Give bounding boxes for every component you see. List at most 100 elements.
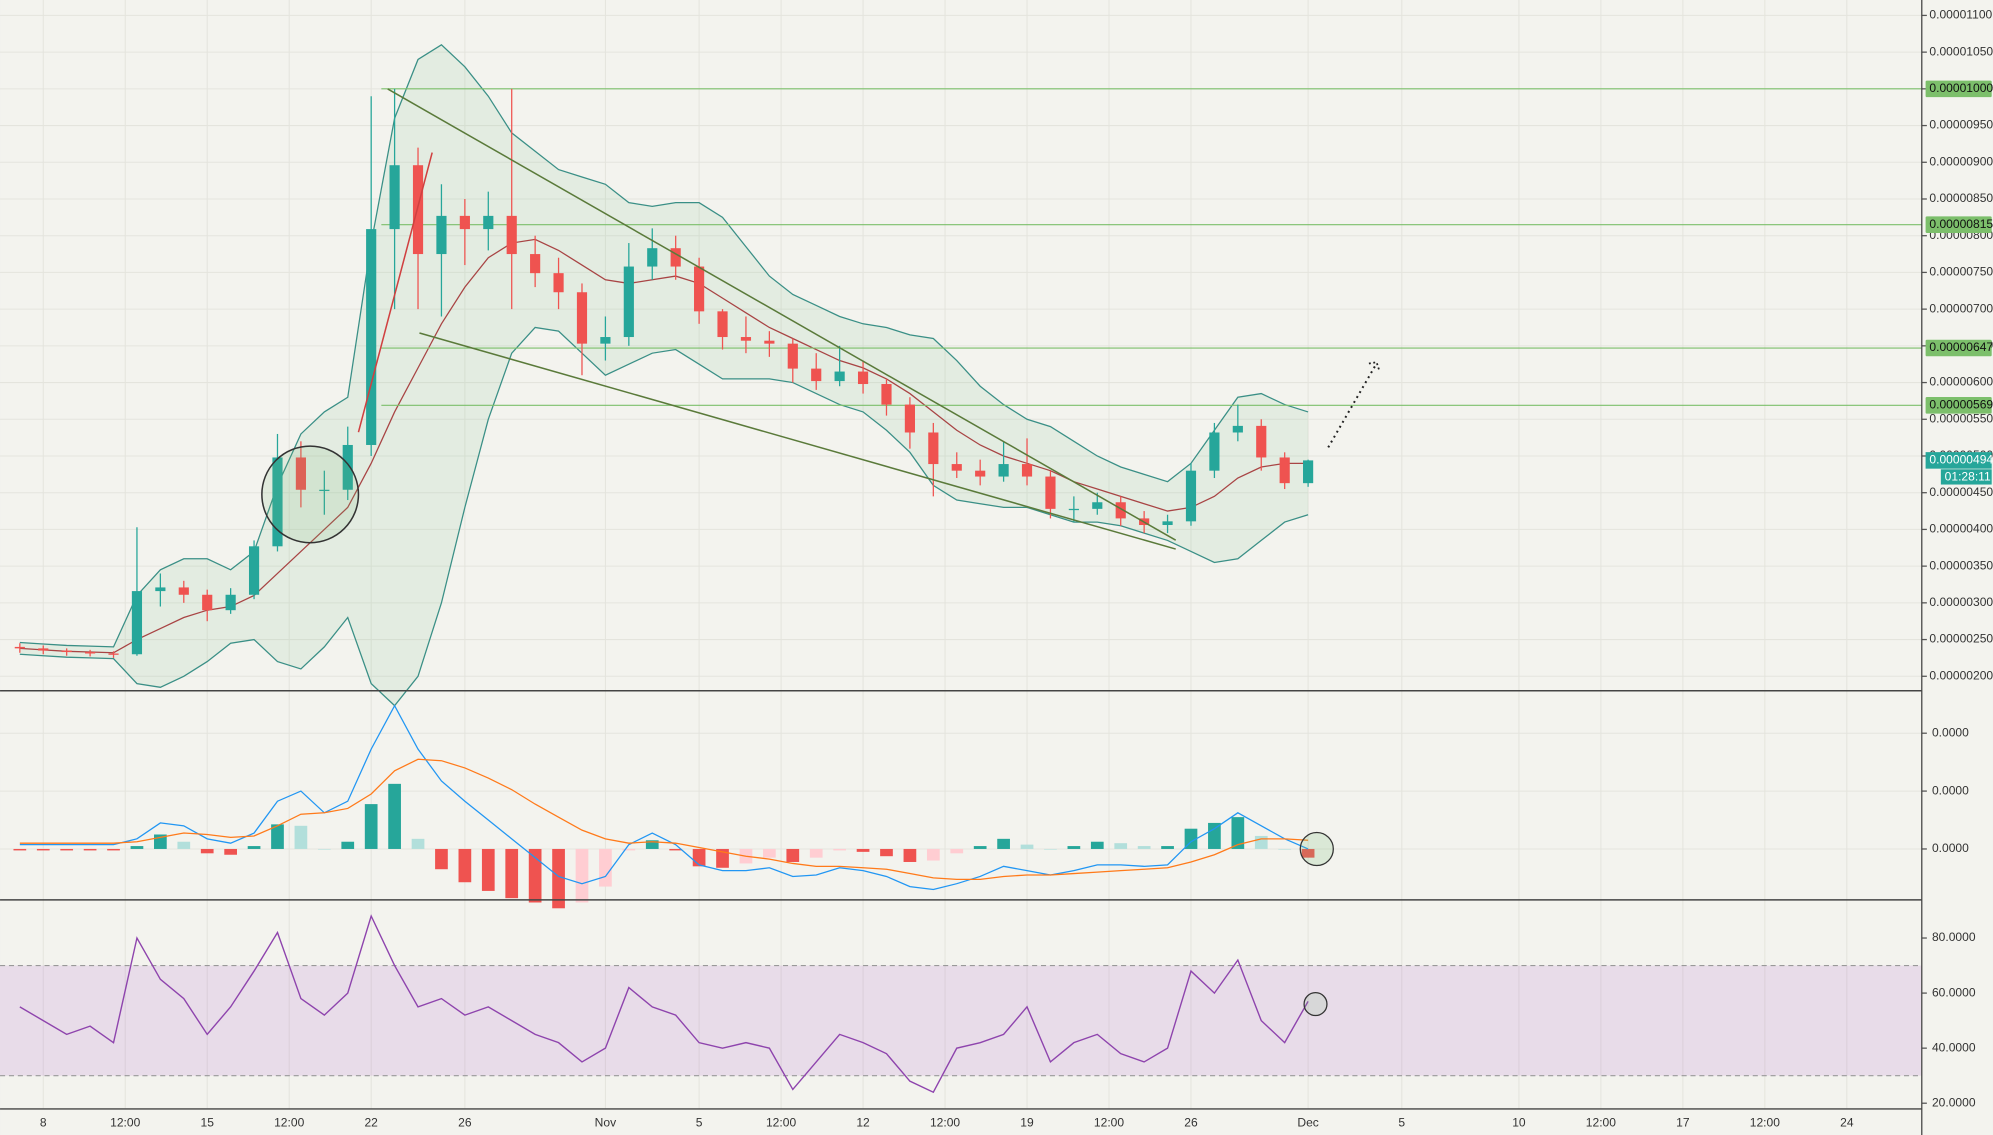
candle-body xyxy=(178,587,189,595)
histogram-bar xyxy=(1114,843,1128,849)
y-tick-label: 0.00000250 xyxy=(1929,632,1993,646)
candle-body xyxy=(295,457,306,490)
histogram-bar xyxy=(458,848,472,883)
histogram-bar xyxy=(1278,848,1292,850)
rsi-band xyxy=(0,965,1922,1076)
signal-line xyxy=(19,758,1309,880)
histogram-bar xyxy=(926,848,940,861)
histogram-bar xyxy=(903,848,917,862)
y-tick-label: 0.00000850 xyxy=(1929,191,1993,205)
projection-arrow xyxy=(1327,362,1378,448)
x-tick-label: 12:00 xyxy=(1094,1116,1124,1130)
candle-body xyxy=(38,648,49,651)
histogram-bar xyxy=(107,848,120,851)
y-tick-label: 0.0000 xyxy=(1932,783,1969,797)
x-tick-label: 15 xyxy=(201,1116,215,1130)
y-tick-label: 0.00000350 xyxy=(1929,558,1993,572)
level-label: 0.00000647 xyxy=(1929,340,1993,354)
candle-body xyxy=(975,470,986,477)
x-tick-label: 26 xyxy=(1184,1116,1198,1130)
histogram-bar xyxy=(1208,822,1221,849)
x-tick-label: 26 xyxy=(458,1116,472,1130)
y-tick-label: 0.00000200 xyxy=(1929,668,1993,682)
x-tick-label: 12:00 xyxy=(766,1116,796,1130)
last-price-label: 0.00000494 xyxy=(1929,453,1993,467)
histogram-bar xyxy=(528,848,542,903)
histogram-bar xyxy=(177,841,191,849)
wedge-upper-line xyxy=(387,88,1177,541)
drawings xyxy=(261,88,1380,1017)
histogram-bar xyxy=(809,848,823,858)
countdown: 01:28:11 xyxy=(1945,470,1991,484)
candle-body xyxy=(1115,502,1126,519)
candle-body xyxy=(202,594,213,611)
candle-body xyxy=(998,464,1009,477)
bollinger-upper xyxy=(19,43,1309,648)
y-tick-label: 0.00000600 xyxy=(1929,375,1993,389)
x-tick-label: 5 xyxy=(1398,1116,1405,1130)
histogram-bar xyxy=(317,848,331,850)
histogram-bar xyxy=(13,848,27,851)
y-tick-label: 0.00000550 xyxy=(1929,411,1993,425)
histogram-bar xyxy=(60,848,74,851)
candle-body xyxy=(576,292,588,344)
x-tick-label: 10 xyxy=(1512,1116,1526,1130)
histogram-bar xyxy=(1020,844,1034,849)
histogram-bar xyxy=(130,846,144,849)
y-tick-label: 0.00000950 xyxy=(1929,118,1993,132)
y-tick-label: 40.0000 xyxy=(1932,1040,1976,1054)
y-tick-label: 0.00000700 xyxy=(1929,301,1993,315)
x-tick-label: Dec xyxy=(1297,1116,1318,1130)
histogram-bar xyxy=(1184,828,1198,849)
x-tick-label: 12:00 xyxy=(110,1116,140,1130)
candle-body xyxy=(904,404,915,433)
candle-body xyxy=(857,371,869,385)
histogram-bar xyxy=(880,848,893,857)
histogram-bar xyxy=(481,848,495,891)
candle-body xyxy=(834,371,845,382)
histogram-bar xyxy=(833,848,846,851)
histogram-bar xyxy=(786,848,800,862)
candle-body xyxy=(1256,425,1267,458)
band-fill xyxy=(19,44,1309,706)
candle-body xyxy=(61,650,72,653)
x-tick-label: 22 xyxy=(364,1116,378,1130)
histogram-bar xyxy=(1137,846,1151,849)
highlight-circle xyxy=(1299,831,1334,867)
x-tick-label: 12:00 xyxy=(930,1116,960,1130)
candle-body xyxy=(483,215,494,230)
candle-body xyxy=(530,254,541,274)
histogram-bar xyxy=(83,848,97,851)
candle-body xyxy=(1209,432,1220,471)
histogram-bar xyxy=(224,848,237,855)
candle-body xyxy=(225,594,236,611)
y-tick-label: 0.00001100 xyxy=(1929,8,1992,22)
candle-body xyxy=(459,215,470,230)
y-tick-label: 0.0000 xyxy=(1932,725,1969,739)
candle-body xyxy=(1045,476,1056,509)
y-tick-label: 0.00000450 xyxy=(1929,485,1993,499)
bollinger-lower xyxy=(19,326,1309,707)
histogram-bar xyxy=(388,783,401,849)
highlight-circle xyxy=(1303,992,1328,1017)
candle-body xyxy=(951,464,962,471)
histogram-bar xyxy=(36,848,50,851)
histogram-bar xyxy=(505,848,519,899)
candle-body xyxy=(1279,457,1290,484)
candle-body xyxy=(366,229,377,445)
histogram-bar xyxy=(1067,846,1081,849)
y-tick-label: 0.00000300 xyxy=(1929,595,1993,609)
trend-line xyxy=(357,152,433,433)
y-tick-label: 80.0000 xyxy=(1932,930,1976,944)
candle-body xyxy=(811,368,822,382)
candle-body xyxy=(670,248,681,267)
level-badge xyxy=(1925,80,1992,98)
histogram-bar xyxy=(599,848,612,887)
histogram-bar xyxy=(692,848,706,867)
candle-body xyxy=(108,653,119,655)
histogram-bar xyxy=(1231,817,1245,849)
candle-body xyxy=(1162,521,1173,526)
histogram-bar xyxy=(622,848,636,851)
